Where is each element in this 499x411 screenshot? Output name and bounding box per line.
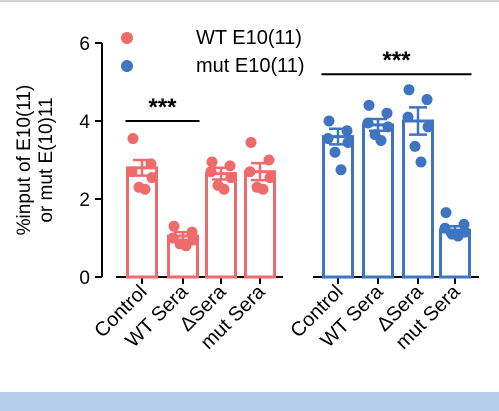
significance-annotations: *** *** (125, 47, 472, 122)
data-point (206, 156, 218, 168)
y-tick-label: 4 (79, 112, 90, 133)
data-point (168, 220, 180, 232)
y-axis-label-line2: or mut E(10)11 (36, 97, 57, 222)
data-point (381, 107, 393, 119)
y-tick-label: 2 (79, 190, 90, 211)
data-point (335, 164, 347, 176)
top-divider (0, 0, 499, 2)
data-point (409, 140, 421, 152)
data-points (126, 84, 471, 252)
legend-marker (121, 32, 133, 44)
legend-label: WT E10(11) (196, 27, 302, 49)
bar (322, 135, 354, 279)
data-point (402, 111, 414, 123)
significance-label: *** (148, 94, 177, 121)
legend-label: mut E10(11) (196, 55, 305, 77)
data-point (403, 84, 415, 96)
data-point (329, 146, 341, 158)
data-point (342, 136, 354, 148)
y-tick-label: 6 (79, 34, 90, 55)
data-point (180, 240, 192, 252)
data-point (218, 183, 230, 195)
legend: WT E10(11) mut E10(11) (121, 27, 305, 77)
data-point (322, 133, 334, 145)
y-tick-label: 0 (79, 268, 90, 289)
data-point (146, 172, 158, 184)
data-point (139, 183, 151, 195)
bar (362, 123, 394, 279)
data-point (415, 156, 427, 168)
data-point (257, 183, 269, 195)
y-axis-label-line1: %input of E10(11) (14, 85, 35, 236)
error-bars (133, 106, 464, 242)
data-point (341, 125, 353, 137)
data-point (363, 99, 375, 111)
data-point (422, 121, 434, 133)
significance-label: *** (382, 47, 411, 74)
axis-labels: %input of E10(11) or mut E(10)11 (14, 85, 57, 236)
data-point (127, 133, 139, 145)
data-point (440, 207, 452, 219)
data-point (421, 94, 433, 106)
legend-marker (121, 60, 133, 72)
data-point (245, 136, 257, 148)
data-point (225, 172, 237, 184)
footer-band (0, 392, 499, 411)
data-point (375, 135, 387, 146)
data-point (244, 166, 256, 178)
data-point (323, 115, 335, 127)
data-point (224, 160, 236, 172)
